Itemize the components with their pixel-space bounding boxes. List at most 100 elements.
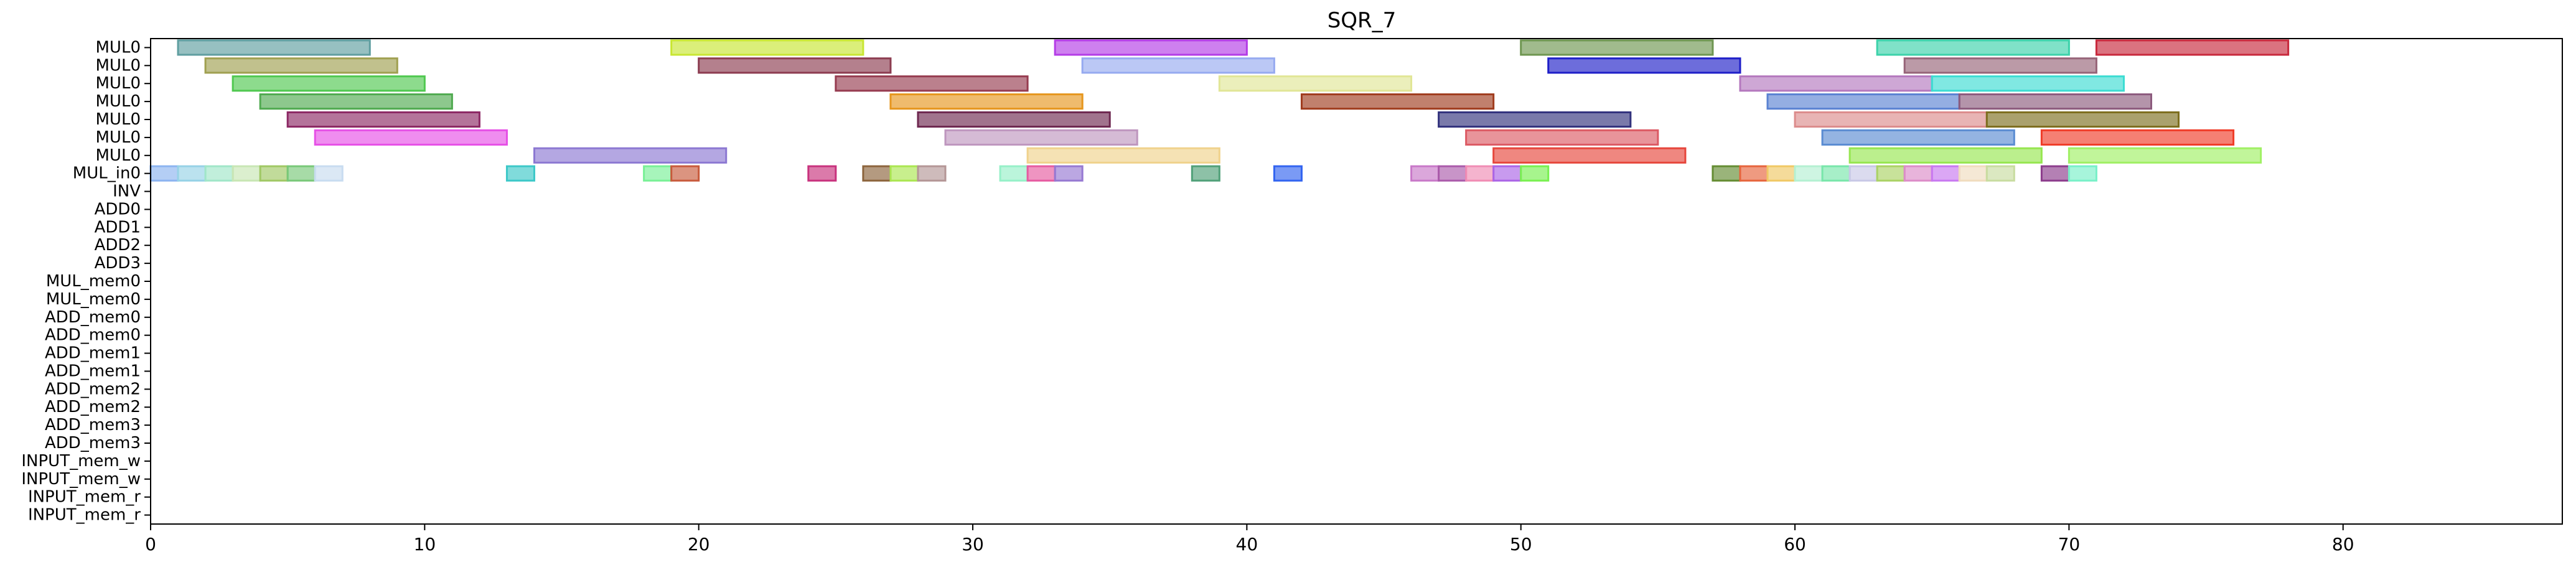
x-tick-label: 10 xyxy=(414,534,436,555)
y-tick-label: ADD_mem3 xyxy=(45,416,141,434)
gantt-cell xyxy=(1766,165,1796,182)
gantt-cell xyxy=(889,165,919,182)
chart-title: SQR_7 xyxy=(1328,8,1397,33)
y-tick-label: MUL0 xyxy=(96,56,141,75)
gantt-cell xyxy=(1492,165,1522,182)
x-tick-labels: 0 10 20 30 40 50 60 70 80 xyxy=(145,524,2354,555)
gantt-cell xyxy=(1520,165,1550,182)
y-tick-label: MUL0 xyxy=(96,74,141,93)
gantt-bar xyxy=(1794,111,1988,128)
y-tick-label: INV xyxy=(113,182,141,201)
gantt-cell xyxy=(1273,165,1303,182)
gantt-bar xyxy=(1492,147,1687,164)
gantt-cell xyxy=(1985,165,2015,182)
y-tick-label: ADD_mem0 xyxy=(45,326,141,345)
y-tick-label: INPUT_mem_r xyxy=(28,488,141,507)
gantt-cell xyxy=(259,165,289,182)
gantt-cell xyxy=(1054,165,1084,182)
gantt-cell xyxy=(643,165,673,182)
gantt-bar xyxy=(917,111,1111,128)
gantt-bar xyxy=(1985,111,2180,128)
y-tick-label: INPUT_mem_r xyxy=(28,506,141,525)
y-tick-label: INPUT_mem_w xyxy=(21,470,141,489)
gantt-cell xyxy=(2040,165,2070,182)
gantt-cell xyxy=(999,165,1029,182)
gantt-cell xyxy=(204,165,234,182)
gantt-bar xyxy=(944,129,1138,146)
y-tick-label: ADD_mem1 xyxy=(45,344,141,363)
y-tick-label: MUL0 xyxy=(96,146,141,165)
gantt-bar xyxy=(2040,129,2235,146)
y-tick-label: ADD1 xyxy=(95,218,141,237)
gantt-bar xyxy=(835,75,1029,92)
gantt-bar xyxy=(286,111,480,128)
gantt-cell xyxy=(286,165,316,182)
y-tick-label: MUL0 xyxy=(96,38,141,57)
x-tick-label: 30 xyxy=(962,534,984,555)
gantt-cell xyxy=(1876,165,1906,182)
gantt-bar xyxy=(670,39,864,56)
gantt-cell xyxy=(1903,165,1933,182)
gantt-cell xyxy=(1739,165,1769,182)
gantt-cell xyxy=(807,165,837,182)
y-tick-label: ADD2 xyxy=(95,236,141,255)
gantt-cell xyxy=(1821,165,1851,182)
gantt-bar xyxy=(1465,129,1659,146)
x-tick-label: 70 xyxy=(2058,534,2081,555)
gantt-cell xyxy=(1410,165,1440,182)
gantt-cell xyxy=(1712,165,1741,182)
y-tick-label: ADD_mem0 xyxy=(45,308,141,327)
gantt-cell xyxy=(1794,165,1824,182)
y-tick-labels: MUL0MUL0MUL0MUL0MUL0MUL0MUL0MUL_in0INVAD… xyxy=(21,38,151,525)
y-tick-label: MUL0 xyxy=(96,92,141,111)
gantt-bar xyxy=(1931,75,2125,92)
gantt-bar xyxy=(1766,93,1960,110)
bars-layer xyxy=(149,39,2290,182)
y-tick-label: MUL0 xyxy=(96,110,141,129)
y-tick-label: ADD_mem3 xyxy=(45,434,141,452)
gantt-bar xyxy=(698,57,892,74)
gantt-bar xyxy=(1547,57,1741,74)
y-tick-label: ADD_mem2 xyxy=(45,380,141,398)
gantt-bar xyxy=(533,147,728,164)
y-tick-label: ADD0 xyxy=(95,200,141,218)
gantt-bar xyxy=(1848,147,2043,164)
gantt-cell xyxy=(862,165,892,182)
gantt-bar xyxy=(889,93,1084,110)
gantt-bar xyxy=(1739,75,1933,92)
gantt-bar xyxy=(1081,57,1275,74)
gantt-bar xyxy=(204,57,398,74)
gantt-cell xyxy=(1958,165,1988,182)
gantt-bar xyxy=(1958,93,2152,110)
gantt-cell xyxy=(1465,165,1495,182)
gantt-cell xyxy=(917,165,947,182)
gantt-bar xyxy=(1026,147,1220,164)
x-tick-label: 50 xyxy=(1510,534,1532,555)
gantt-bar xyxy=(1821,129,2015,146)
y-tick-label: ADD3 xyxy=(95,254,141,273)
gantt-bar xyxy=(177,39,371,56)
gantt-bar xyxy=(314,129,508,146)
gantt-cell xyxy=(1191,165,1220,182)
gantt-cell xyxy=(314,165,344,182)
gantt-cell xyxy=(149,165,179,182)
gantt-cell xyxy=(2068,165,2097,182)
gantt-bar xyxy=(1300,93,1495,110)
y-tick-label: MUL_in0 xyxy=(73,164,141,183)
y-tick-label: ADD_mem1 xyxy=(45,362,141,380)
y-tick-label: MUL_mem0 xyxy=(46,272,141,291)
y-tick-label: INPUT_mem_w xyxy=(21,452,141,471)
x-tick-label: 40 xyxy=(1236,534,1258,555)
x-tick-label: 60 xyxy=(1784,534,1806,555)
y-tick-label: MUL0 xyxy=(96,128,141,147)
gantt-cell xyxy=(232,165,261,182)
gantt-cell xyxy=(1438,165,1468,182)
gantt-bar xyxy=(1876,39,2070,56)
gantt-bar xyxy=(1218,75,1413,92)
gantt-cell xyxy=(670,165,700,182)
gantt-cell xyxy=(1026,165,1056,182)
gantt-bar xyxy=(2068,147,2262,164)
y-tick-label: ADD_mem2 xyxy=(45,398,141,416)
